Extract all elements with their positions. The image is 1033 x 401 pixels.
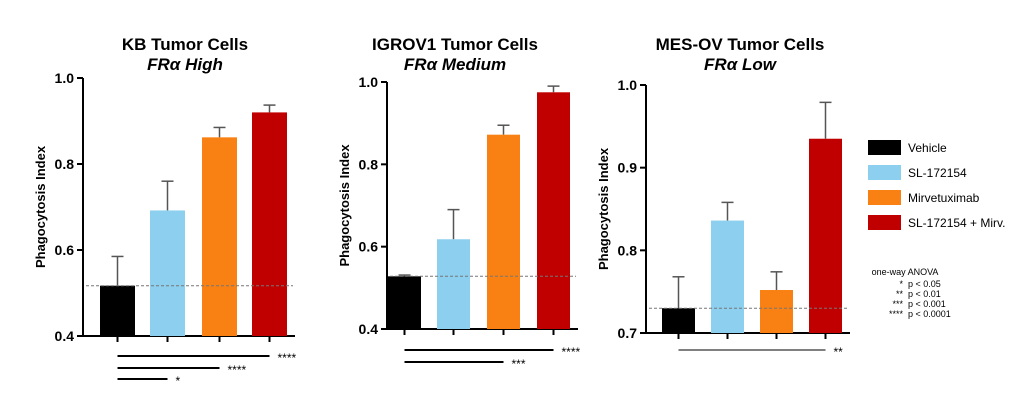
y-axis-label: Phagocytosis Index xyxy=(596,147,611,270)
significance-label: **** xyxy=(562,345,581,359)
anova-pvalue: p < 0.001 xyxy=(908,299,946,309)
legend-label: Mirvetuximab xyxy=(908,191,980,205)
y-tick-label: 1.0 xyxy=(55,70,75,86)
significance-label: *** xyxy=(512,357,526,371)
anova-title: one-way ANOVA xyxy=(872,267,939,277)
chart-subtitle: FRα High xyxy=(147,55,223,74)
anova-stars: ** xyxy=(896,289,904,299)
bar-mirvetuximab xyxy=(760,290,793,333)
bar-mirvetuximab xyxy=(487,134,520,329)
chart-title: IGROV1 Tumor Cells xyxy=(372,35,538,54)
y-tick-label: 1.0 xyxy=(618,77,638,93)
y-tick-label: 0.4 xyxy=(359,321,379,337)
anova-pvalue: p < 0.01 xyxy=(908,289,941,299)
significance-label: **** xyxy=(278,351,297,365)
legend-swatch xyxy=(868,140,901,155)
bar-mirvetuximab xyxy=(202,137,237,336)
bar-sl-172154 xyxy=(437,239,470,329)
y-axis-label: Phagocytosis Index xyxy=(337,144,352,267)
legend-swatch xyxy=(868,190,901,205)
bar-vehicle xyxy=(662,308,695,333)
y-tick-label: 0.7 xyxy=(618,325,638,341)
legend-label: SL-172154 xyxy=(908,166,967,180)
bar-vehicle xyxy=(100,285,135,336)
chart-subtitle: FRα Medium xyxy=(404,55,506,74)
chart-subtitle: FRα Low xyxy=(704,55,778,74)
bar-sl-172154-mirv- xyxy=(537,92,570,330)
bar-sl-172154 xyxy=(711,220,744,333)
y-tick-label: 1.0 xyxy=(359,74,379,90)
legend-swatch xyxy=(868,165,901,180)
bar-sl-172154-mirv- xyxy=(809,138,842,333)
y-tick-label: 0.8 xyxy=(55,156,75,172)
legend-label: SL-172154 + Mirv. xyxy=(908,216,1006,230)
y-tick-label: 0.8 xyxy=(359,156,379,172)
chart-title: MES-OV Tumor Cells xyxy=(656,35,825,54)
anova-stars: * xyxy=(899,279,903,289)
significance-label: **** xyxy=(228,363,247,377)
bar-sl-172154 xyxy=(150,210,185,336)
anova-stars: *** xyxy=(892,299,903,309)
anova-stars: **** xyxy=(889,309,904,319)
y-axis-label: Phagocytosis Index xyxy=(33,145,48,268)
y-tick-label: 0.9 xyxy=(618,160,638,176)
y-tick-label: 0.4 xyxy=(55,328,75,344)
y-tick-label: 0.8 xyxy=(618,242,638,258)
chart-title: KB Tumor Cells xyxy=(122,35,248,54)
significance-label: ** xyxy=(834,345,844,359)
anova-pvalue: p < 0.05 xyxy=(908,279,941,289)
bar-sl-172154-mirv- xyxy=(252,112,287,337)
bar-vehicle xyxy=(388,276,421,329)
legend-swatch xyxy=(868,215,901,230)
anova-pvalue: p < 0.0001 xyxy=(908,309,951,319)
y-tick-label: 0.6 xyxy=(55,242,75,258)
y-tick-label: 0.6 xyxy=(359,239,379,255)
significance-label: * xyxy=(176,374,181,388)
legend-label: Vehicle xyxy=(908,141,947,155)
